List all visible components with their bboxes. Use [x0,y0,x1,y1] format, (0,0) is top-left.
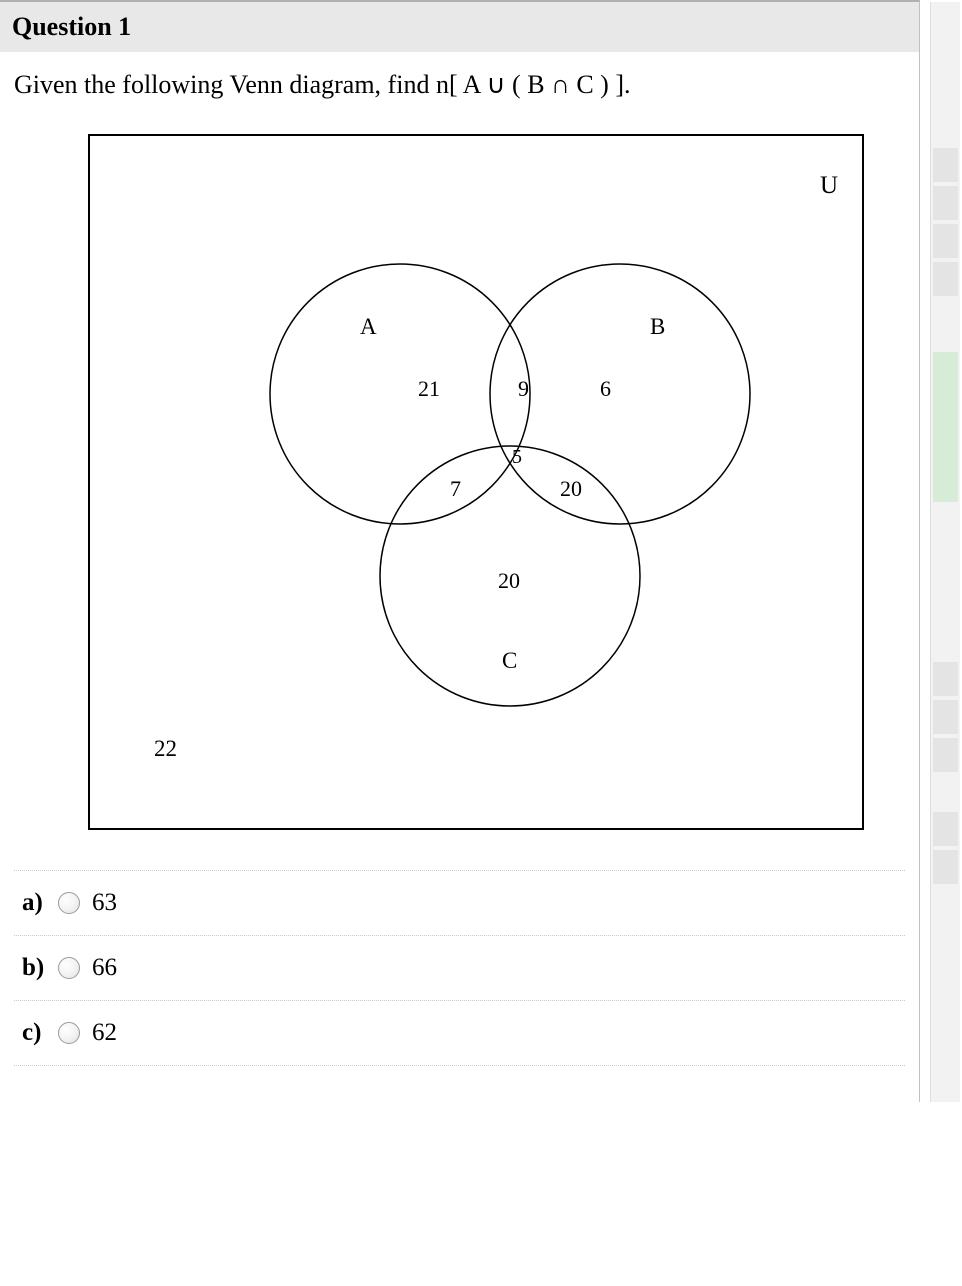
universe-label: U [820,172,838,200]
venn-circle-b [490,264,750,524]
venn-circle-a [270,264,530,524]
option-row: b) 66 [14,936,905,1001]
scroll-segment [933,186,958,220]
venn-diagram: U 22 A B C 21 9 6 5 7 20 20 [88,134,864,830]
set-label-b: B [650,314,665,340]
option-value: 62 [92,1019,117,1047]
region-value-A_int_C: 7 [450,476,461,502]
option-radio[interactable] [58,957,80,979]
scroll-segment [933,700,958,734]
question-header: Question 1 [0,2,919,52]
region-value-A_int_B_int_C: 5 [512,446,522,469]
outside-value: 22 [154,736,177,762]
scroll-segment [933,352,958,502]
option-radio[interactable] [58,892,80,914]
scroll-segment [933,738,958,772]
option-letter: a) [22,889,58,917]
venn-svg [90,136,866,832]
option-letter: c) [22,1019,58,1047]
option-row-cutoff: d) [14,1066,905,1088]
answer-options: a) 63 b) 66 c) 62 [14,870,905,1066]
scroll-segment [933,850,958,884]
region-value-C_only: 20 [498,568,520,594]
option-value: 66 [92,954,117,982]
region-value-A_int_B: 9 [518,376,529,402]
scrollbar-track[interactable] [930,2,960,1102]
question-prompt: Given the following Venn diagram, find n… [14,70,905,100]
option-row: c) 62 [14,1001,905,1066]
scroll-segment [933,662,958,696]
right-sidebar [921,2,962,1102]
option-letter: b) [22,954,58,982]
scroll-segment [933,262,958,296]
scroll-segment [933,812,958,846]
scroll-segment [933,224,958,258]
question-body: Given the following Venn diagram, find n… [0,52,919,1102]
option-radio[interactable] [58,1022,80,1044]
region-value-B_only: 6 [600,376,611,402]
set-label-c: C [502,648,517,674]
scroll-segment [933,148,958,182]
region-value-B_int_C: 20 [560,476,582,502]
option-value: 63 [92,889,117,917]
venn-diagram-container: U 22 A B C 21 9 6 5 7 20 20 [88,134,905,830]
set-label-a: A [360,314,377,340]
option-row: a) 63 [14,870,905,936]
region-value-A_only: 21 [418,376,440,402]
